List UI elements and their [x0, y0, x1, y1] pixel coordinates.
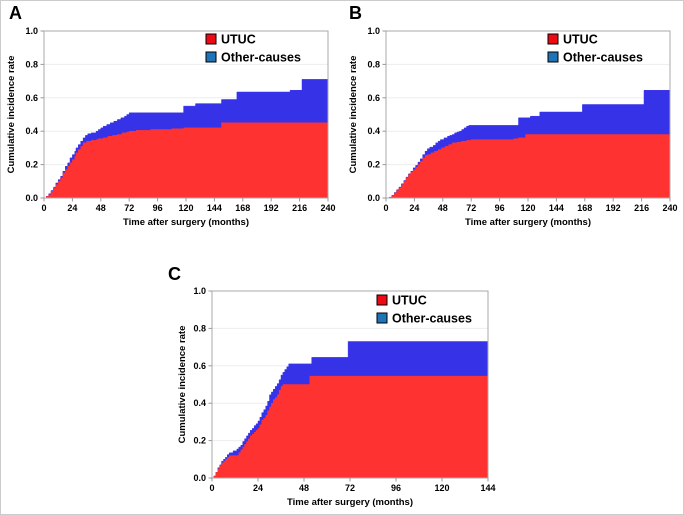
- utuc-area: [212, 375, 489, 479]
- x-tick-label: 24: [253, 483, 263, 493]
- x-tick-label: 0: [209, 483, 214, 493]
- x-axis-title: Time after surgery (months): [465, 217, 591, 228]
- legend-label: UTUC: [563, 33, 598, 47]
- y-tick-label: 0.4: [367, 126, 380, 136]
- x-tick-label: 96: [495, 203, 505, 213]
- x-tick-label: 240: [662, 203, 677, 213]
- legend-label: UTUC: [221, 33, 256, 47]
- legend-label: Other-causes: [221, 51, 301, 65]
- panel-c-letter: C: [168, 264, 181, 284]
- x-tick-label: 24: [67, 203, 77, 213]
- x-tick-label: 48: [438, 203, 448, 213]
- x-tick-label: 72: [124, 203, 134, 213]
- legend-other-causes-marker: [547, 51, 559, 63]
- y-tick-label: 1.0: [367, 26, 380, 36]
- y-tick-label: 0.4: [193, 398, 206, 408]
- x-tick-label: 0: [41, 203, 46, 213]
- y-tick-label: 0.0: [367, 193, 380, 203]
- legend-label: UTUC: [392, 294, 427, 308]
- x-tick-label: 120: [520, 203, 535, 213]
- x-tick-label: 216: [292, 203, 307, 213]
- panel-c: C 0 24 48 72 96 120 144 0.0 0.2 0.4 0.6 0.8 1.0 Time …: [168, 259, 514, 514]
- legend-utuc-marker: [376, 294, 388, 306]
- panel-a: A 0 24 48 72 96 120 144 168 192 216 240 0.0 0.2 0.4 0.…: [1, 1, 343, 251]
- utuc-area: [386, 134, 671, 199]
- x-tick-label: 96: [391, 483, 401, 493]
- y-tick-label: 0.8: [367, 59, 380, 69]
- utuc-area: [44, 122, 329, 199]
- x-tick-label: 144: [207, 203, 222, 213]
- x-tick-label: 120: [178, 203, 193, 213]
- x-tick-label: 192: [606, 203, 621, 213]
- y-axis-title: Cumulative incidence rate: [177, 326, 188, 444]
- y-tick-label: 0.6: [25, 93, 38, 103]
- y-tick-label: 0.2: [193, 436, 206, 446]
- y-tick-label: 0.6: [367, 93, 380, 103]
- y-tick-label: 0.2: [25, 160, 38, 170]
- x-tick-label: 0: [383, 203, 388, 213]
- y-tick-label: 1.0: [193, 286, 206, 296]
- x-axis-title: Time after surgery (months): [123, 217, 249, 228]
- x-tick-label: 168: [235, 203, 250, 213]
- y-axis-title: Cumulative incidence rate: [348, 56, 359, 174]
- legend-label: Other-causes: [392, 312, 472, 326]
- x-tick-label: 24: [409, 203, 419, 213]
- x-tick-label: 216: [634, 203, 649, 213]
- panel-a-letter: A: [9, 3, 22, 23]
- x-tick-label: 168: [577, 203, 592, 213]
- x-tick-label: 48: [299, 483, 309, 493]
- legend-utuc-marker: [547, 33, 559, 45]
- y-tick-label: 0.0: [25, 193, 38, 203]
- legend-other-causes-marker: [205, 51, 217, 63]
- y-tick-label: 0.4: [25, 126, 38, 136]
- x-tick-label: 72: [466, 203, 476, 213]
- legend-other-causes-marker: [376, 312, 388, 324]
- x-tick-label: 240: [320, 203, 335, 213]
- x-tick-label: 72: [345, 483, 355, 493]
- x-tick-label: 120: [434, 483, 449, 493]
- y-tick-label: 1.0: [25, 26, 38, 36]
- x-tick-label: 144: [549, 203, 564, 213]
- y-axis-title: Cumulative incidence rate: [6, 56, 17, 174]
- chart-b: 0 24 48 72 96 120 144 168 192 216 240 0.0 0.2 0.4 0.6 0…: [348, 26, 678, 228]
- chart-c: 0 24 48 72 96 120 144 0.0 0.2 0.4 0.6 0.8 1.0 Time af…: [177, 286, 496, 508]
- x-tick-label: 96: [153, 203, 163, 213]
- x-tick-label: 144: [480, 483, 495, 493]
- panel-b: B 0 24 48 72 96 120 144 168 192 216 240 0.0 0.2 0.4 0.…: [343, 1, 683, 251]
- y-tick-label: 0.6: [193, 361, 206, 371]
- y-tick-label: 0.8: [193, 323, 206, 333]
- x-tick-label: 192: [264, 203, 279, 213]
- y-tick-label: 0.0: [193, 473, 206, 483]
- x-axis-title: Time after surgery (months): [287, 497, 413, 508]
- y-tick-label: 0.8: [25, 59, 38, 69]
- x-tick-label: 48: [96, 203, 106, 213]
- legend-label: Other-causes: [563, 51, 643, 65]
- chart-a: 0 24 48 72 96 120 144 168 192 216 240 0.0 0.2 0.4 0.6 0…: [6, 26, 336, 228]
- legend-utuc-marker: [205, 33, 217, 45]
- y-tick-label: 0.2: [367, 160, 380, 170]
- panel-b-letter: B: [349, 3, 362, 23]
